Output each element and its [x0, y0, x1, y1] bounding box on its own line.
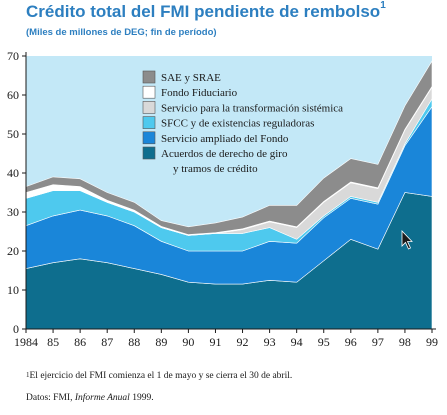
source-note: Datos: FMI, Informe Anual 1999.: [26, 393, 154, 403]
legend-label: Fondo Fiduciario: [161, 87, 238, 99]
axes-group: [22, 52, 436, 333]
x-tick-label: 94: [291, 335, 303, 349]
mouse-cursor-icon: [401, 230, 413, 250]
footnote-marker: 1: [26, 371, 30, 379]
chart-title-text: Crédito total del FMI pendiente de rembo…: [26, 2, 381, 21]
legend-label: Acuerdos de derecho de giro: [161, 148, 288, 160]
x-tick-label: 99: [426, 335, 438, 349]
y-tick-label: 20: [7, 244, 19, 258]
y-tick-label: 50: [7, 127, 19, 141]
x-tick-label: 91: [209, 335, 221, 349]
legend-swatch: [142, 101, 156, 114]
source-prefix: Datos: FMI,: [26, 393, 75, 403]
tick-labels-group: 0 10 20 30 40 50 60 70 1984 85 86 87 88 89 90 91 92 93 94 9…: [7, 49, 438, 349]
x-tick-label: 97: [372, 335, 384, 349]
legend-swatch: [142, 131, 156, 145]
legend-swatch: [142, 70, 156, 84]
y-tick-label: 0: [13, 322, 19, 336]
source-publication: Informe Anual: [74, 393, 130, 403]
x-tick-label: 95: [318, 335, 330, 349]
x-tick-label: 1984: [14, 335, 38, 349]
y-tick-label: 70: [7, 49, 19, 63]
y-tick-label: 10: [7, 283, 19, 297]
area-series-6: [25, 60, 433, 235]
area-series-group: [25, 60, 433, 330]
x-tick-label: 96: [345, 335, 357, 349]
legend: SAE y SRAE Fondo Fiduciario Servicio para …: [142, 70, 343, 175]
title-footnote-marker: 1: [380, 0, 386, 11]
source-suffix: 1999.: [129, 393, 154, 403]
x-tick-label: 89: [155, 335, 167, 349]
legend-swatch: [142, 146, 156, 160]
legend-label: y tramos de crédito: [173, 163, 258, 175]
chart-subtitle: (Miles de millones de DEG; fin de períod…: [26, 27, 217, 38]
legend-swatch: [142, 116, 156, 129]
y-tick-label: 40: [7, 166, 19, 180]
x-tick-label: 85: [47, 335, 59, 349]
y-tick-label: 30: [7, 205, 19, 219]
x-tick-label: 98: [399, 335, 411, 349]
x-tick-label: 86: [74, 335, 86, 349]
x-tick-label: 87: [101, 335, 113, 349]
x-tick-label: 88: [128, 335, 140, 349]
legend-label: SAE y SRAE: [161, 72, 221, 84]
legend-label: Servicio ampliado del Fondo: [161, 133, 289, 145]
legend-label: Servicio para la transformación sistémic…: [161, 102, 343, 114]
legend-swatch: [142, 85, 156, 99]
y-tick-label: 60: [7, 88, 19, 102]
x-tick-label: 92: [237, 335, 249, 349]
footnote: 1El ejercicio del FMI comienza el 1 de m…: [26, 371, 292, 381]
chart-title: Crédito total del FMI pendiente de rembo…: [26, 0, 386, 22]
x-tick-label: 90: [182, 335, 194, 349]
legend-label: SFCC y de existencias reguladoras: [161, 118, 314, 130]
x-tick-label: 93: [264, 335, 276, 349]
footnote-text: El ejercicio del FMI comienza el 1 de ma…: [29, 371, 293, 381]
